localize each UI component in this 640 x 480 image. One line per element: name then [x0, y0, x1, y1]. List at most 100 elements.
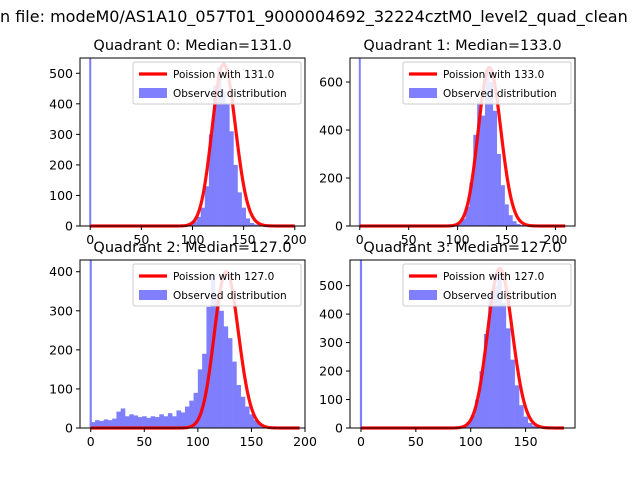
- histogram-bar: [253, 420, 259, 428]
- histogram-bar: [488, 82, 494, 226]
- legend-label-poisson: Poission with 131.0: [173, 69, 274, 81]
- histogram-bar: [257, 424, 263, 428]
- histogram-bar: [512, 221, 517, 226]
- legend: Poission with 133.0 Observed distribution: [402, 61, 572, 105]
- x-tick-label: 150: [239, 434, 263, 449]
- x-tick-label: 0: [356, 232, 364, 247]
- legend-label-observed: Observed distribution: [173, 88, 287, 100]
- y-tick-label: 200: [49, 157, 73, 172]
- histogram-bar: [163, 416, 169, 428]
- legend-box: [132, 263, 302, 307]
- histogram-bars: [89, 58, 271, 226]
- histogram-bar: [229, 131, 234, 226]
- legend-label-observed: Observed distribution: [443, 290, 557, 302]
- histogram-bar: [469, 182, 474, 226]
- x-tick-label: 100: [186, 434, 210, 449]
- legend-hist-swatch: [409, 88, 437, 98]
- subplot-quadrant-1: Quadrant 1: Median=133.0 0 50 100 150 200 0 200…: [319, 38, 576, 247]
- x-tick-label: 150: [514, 434, 538, 449]
- histogram-bar: [492, 285, 498, 428]
- histogram-bar: [249, 414, 254, 428]
- x-tick-label: 0: [87, 434, 95, 449]
- histogram-bar: [249, 222, 255, 226]
- subplot-quadrant-0: Quadrant 0: Median=131.0 0 50 100 150 200 0 100…: [49, 38, 307, 247]
- subplot-title: Quadrant 3: Median=127.0: [363, 240, 561, 256]
- histogram-bar: [215, 299, 220, 428]
- y-tick-label: 100: [319, 392, 343, 407]
- histogram-bar: [107, 420, 113, 428]
- histogram-bar: [233, 164, 238, 226]
- legend-label-observed: Observed distribution: [173, 290, 287, 302]
- histogram-bar: [516, 224, 521, 226]
- axes-frame: [349, 259, 576, 429]
- figure-suptitle: n file: modeM0/AS1A10_057T01_9000004692_…: [0, 7, 628, 27]
- histogram-bar: [223, 326, 229, 428]
- histogram-bar: [514, 385, 520, 428]
- histogram-bar: [90, 422, 96, 428]
- histogram-bar: [501, 302, 507, 428]
- histogram-bar: [150, 416, 156, 428]
- histogram-bar: [197, 369, 203, 428]
- histogram-bar: [137, 417, 143, 428]
- subplot-quadrant-3: Quadrant 3: Median=127.0 0 50 100 150 0 100 200…: [319, 240, 576, 449]
- histogram-bar: [116, 411, 122, 428]
- legend-label-observed: Observed distribution: [443, 88, 557, 100]
- histogram-bar: [120, 408, 126, 428]
- histogram-bar: [508, 215, 513, 226]
- subplot-title: Quadrant 2: Median=127.0: [93, 240, 291, 256]
- histogram-bar: [172, 416, 177, 428]
- histogram-bar: [497, 268, 502, 428]
- histogram-bar: [488, 294, 493, 428]
- y-tick-label: 0: [65, 421, 73, 436]
- x-tick-label: 50: [401, 232, 417, 247]
- histogram-bar: [225, 103, 230, 226]
- histogram-bar: [95, 420, 100, 428]
- legend: Poission with 127.0 Observed distribution: [132, 263, 302, 307]
- histogram-bar: [204, 186, 210, 226]
- histogram-bar: [159, 414, 164, 428]
- histogram-bar: [237, 192, 242, 226]
- histogram-bar: [221, 91, 226, 226]
- legend-box: [402, 61, 572, 105]
- histogram-bar: [241, 207, 246, 226]
- histogram-bar: [219, 310, 224, 428]
- x-tick-label: 0: [86, 232, 94, 247]
- x-tick-label: 0: [357, 434, 365, 449]
- histogram-bar: [470, 415, 476, 428]
- histogram-bar: [465, 206, 470, 226]
- histogram-bar: [193, 392, 199, 428]
- legend-hist-swatch: [139, 88, 167, 98]
- histogram-bar: [532, 425, 537, 428]
- subplot-title: Quadrant 0: Median=131.0: [93, 38, 291, 54]
- y-tick-label: 100: [49, 188, 73, 203]
- y-tick-label: 300: [49, 127, 73, 142]
- legend: Poission with 127.0 Observed distribution: [402, 263, 572, 307]
- x-tick-label: 200: [293, 434, 317, 449]
- histogram-bar: [103, 419, 109, 428]
- histogram-bar: [232, 361, 237, 428]
- histogram-bar: [245, 218, 251, 226]
- histogram-bar: [473, 134, 478, 226]
- y-tick-label: 400: [319, 307, 343, 322]
- histogram-bar: [125, 416, 130, 428]
- y-tick-label: 300: [49, 303, 73, 318]
- histogram-bar: [523, 416, 529, 428]
- axes-frame: [349, 57, 576, 227]
- legend: Poission with 131.0 Observed distribution: [132, 61, 302, 105]
- histogram-bar: [492, 110, 498, 226]
- y-tick-label: 400: [49, 96, 73, 111]
- histogram-bar: [481, 115, 486, 226]
- legend-label-poisson: Poission with 127.0: [173, 271, 274, 283]
- y-tick-label: 200: [319, 171, 343, 186]
- x-tick-label: 50: [136, 434, 152, 449]
- histogram-bar: [185, 406, 190, 428]
- y-tick-label: 100: [49, 381, 73, 396]
- histogram-bar: [217, 67, 222, 226]
- legend-hist-swatch: [409, 290, 437, 300]
- histogram-bars: [358, 58, 533, 226]
- histogram-bar: [180, 412, 186, 428]
- y-tick-label: 0: [335, 421, 343, 436]
- histogram-bar: [253, 224, 259, 226]
- histogram-bar: [510, 359, 515, 428]
